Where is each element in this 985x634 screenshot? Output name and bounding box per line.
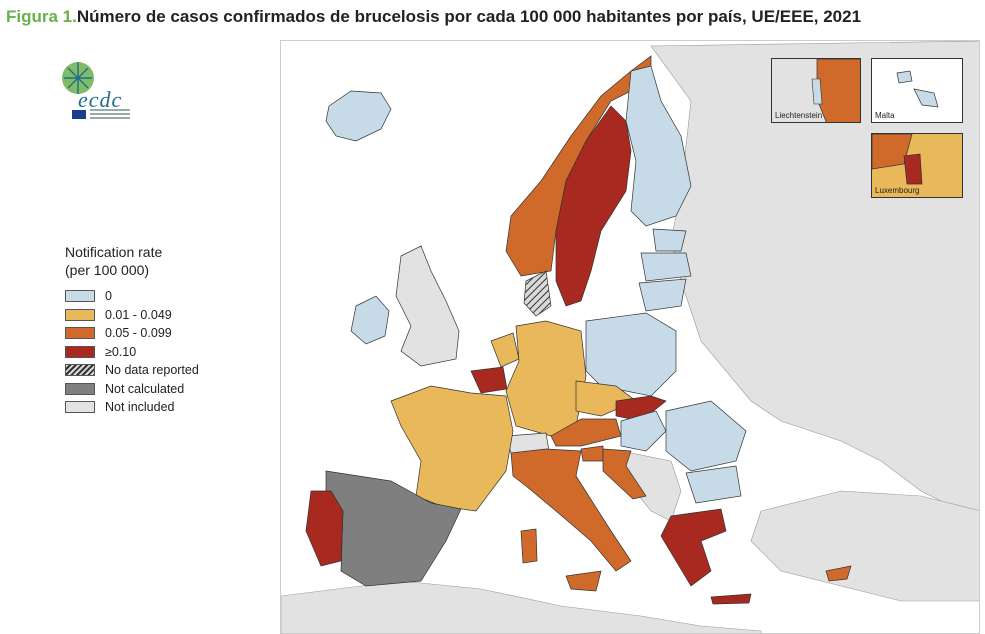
legend-swatch [65, 308, 95, 321]
logo-subtitle-lines [90, 109, 130, 111]
legend-item: Not calculated [65, 380, 199, 399]
legend-item: No data reported [65, 361, 199, 380]
country-italy-sicily [565, 570, 602, 592]
legend-title: Notification rate (per 100 000) [65, 243, 199, 279]
legend-swatch [65, 401, 95, 414]
europe-map-svg [281, 41, 979, 633]
legend-label: Not calculated [105, 381, 185, 396]
globe-icon [62, 62, 94, 94]
inset-liechtenstein: Liechtenstein [771, 58, 861, 123]
legend-item: Not included [65, 398, 199, 417]
country-poland [585, 312, 677, 397]
ecdc-logo: ecdc [52, 58, 142, 126]
country-germany [505, 320, 587, 437]
country-italy-sardinia [520, 528, 538, 564]
country-sweden [555, 105, 632, 307]
legend-swatch [65, 364, 95, 377]
eu-flag-icon [72, 110, 86, 119]
legend-swatch [65, 382, 95, 395]
figure-number: Figura 1. [6, 7, 77, 26]
legend-item: 0.01 - 0.049 [65, 306, 199, 325]
figure-title: Figura 1.Número de casos confirmados de … [6, 7, 861, 27]
inset-label-luxembourg: Luxembourg [875, 186, 920, 195]
country-croatia [602, 448, 647, 500]
country-slovakia [615, 395, 667, 422]
country-finland [625, 65, 692, 227]
legend-swatch [65, 345, 95, 358]
country-france [390, 385, 514, 512]
inset-luxembourg: Luxembourg [871, 133, 963, 198]
legend-label: 0.05 - 0.099 [105, 326, 172, 341]
country-portugal [305, 490, 344, 567]
country-uk [395, 245, 460, 367]
legend-label: 0.01 - 0.049 [105, 307, 172, 322]
region-north-africa [281, 580, 762, 633]
legend-label: Not included [105, 400, 175, 415]
country-greece-crete [710, 593, 752, 605]
legend-swatch [65, 327, 95, 340]
inset-malta: Malta [871, 58, 963, 123]
map: Liechtenstein Malta Luxembourg [280, 40, 980, 634]
legend-label: 0 [105, 289, 112, 304]
region-turkey [750, 490, 979, 602]
inset-luxembourg-svg [872, 134, 923, 185]
figure-title-text: Número de casos confirmados de brucelosi… [76, 7, 862, 26]
country-ireland [350, 295, 390, 345]
country-denmark [523, 270, 552, 317]
legend-item: ≥0.10 [65, 343, 199, 362]
country-estonia [652, 228, 687, 252]
logo-text: ecdc [78, 87, 123, 112]
legend-title-line2: (per 100 000) [65, 262, 150, 278]
country-romania [665, 400, 747, 472]
legend-swatch [65, 290, 95, 303]
legend-item: 0 [65, 287, 199, 306]
country-latvia [640, 252, 692, 282]
legend-title-line1: Notification rate [65, 244, 163, 260]
legend-label: ≥0.10 [105, 344, 137, 359]
inset-malta-svg [896, 70, 939, 108]
legend-label: No data reported [105, 363, 199, 378]
legend-item: 0.05 - 0.099 [65, 324, 199, 343]
inset-label-liechtenstein: Liechtenstein [775, 111, 823, 120]
country-iceland [325, 90, 392, 142]
country-cyprus [825, 565, 852, 582]
legend-items: 0 0.01 - 0.049 0.05 - 0.099 ≥0.10 No data re… [65, 287, 199, 417]
country-greece [660, 508, 727, 587]
country-italy [510, 448, 632, 572]
inset-label-malta: Malta [875, 111, 895, 120]
country-bulgaria [685, 465, 742, 504]
country-hungary [620, 410, 667, 452]
country-lithuania [638, 278, 687, 312]
inset-liechtenstein-svg [811, 59, 860, 122]
country-slovenia [580, 445, 604, 462]
legend: Notification rate (per 100 000) 0 0.01 - … [65, 243, 199, 417]
